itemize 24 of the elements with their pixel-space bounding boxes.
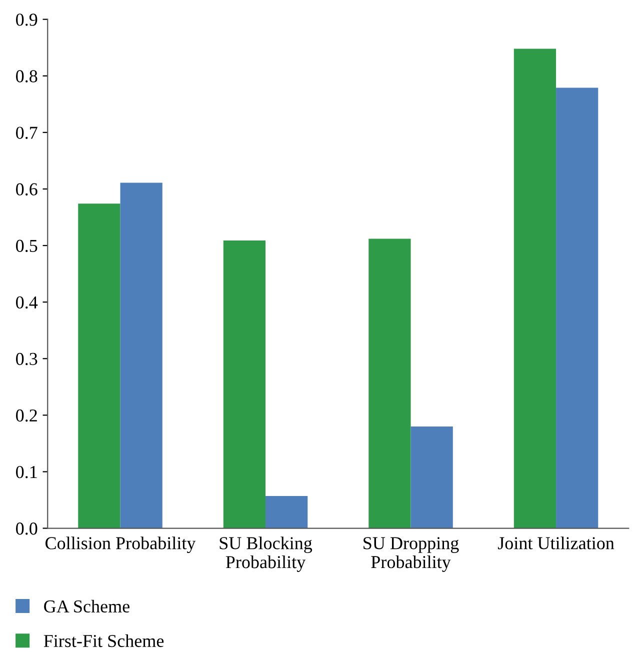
y-tick-label: 0.5 xyxy=(16,240,38,252)
x-tick-label: Collision Probability xyxy=(46,536,196,554)
bar xyxy=(514,48,556,528)
bar xyxy=(368,238,411,528)
bar xyxy=(266,496,308,528)
y-tick-label: 0.9 xyxy=(16,14,38,26)
bar xyxy=(78,204,120,528)
bar xyxy=(410,426,453,528)
y-tick-label: 0.2 xyxy=(16,409,37,422)
x-tick-label: SU Blocking Probability xyxy=(220,536,312,572)
y-tick-label: 0.3 xyxy=(16,352,38,366)
x-tick-label: SU Dropping Probability xyxy=(364,537,459,572)
legend-label: GA Scheme xyxy=(44,600,130,613)
bar xyxy=(120,182,162,528)
y-tick-label: 0.0 xyxy=(16,522,38,535)
bar xyxy=(556,88,598,528)
y-tick-label: 0.8 xyxy=(16,70,38,82)
y-tick-label: 0.7 xyxy=(16,126,38,139)
y-tick-label: 0.6 xyxy=(16,183,38,196)
y-tick-label: 0.4 xyxy=(16,296,38,309)
bar xyxy=(223,240,266,528)
x-tick-label: Joint Utilization xyxy=(498,536,614,550)
y-tick-label: 0.1 xyxy=(16,466,37,478)
legend-label: First-Fit Scheme xyxy=(44,634,164,648)
